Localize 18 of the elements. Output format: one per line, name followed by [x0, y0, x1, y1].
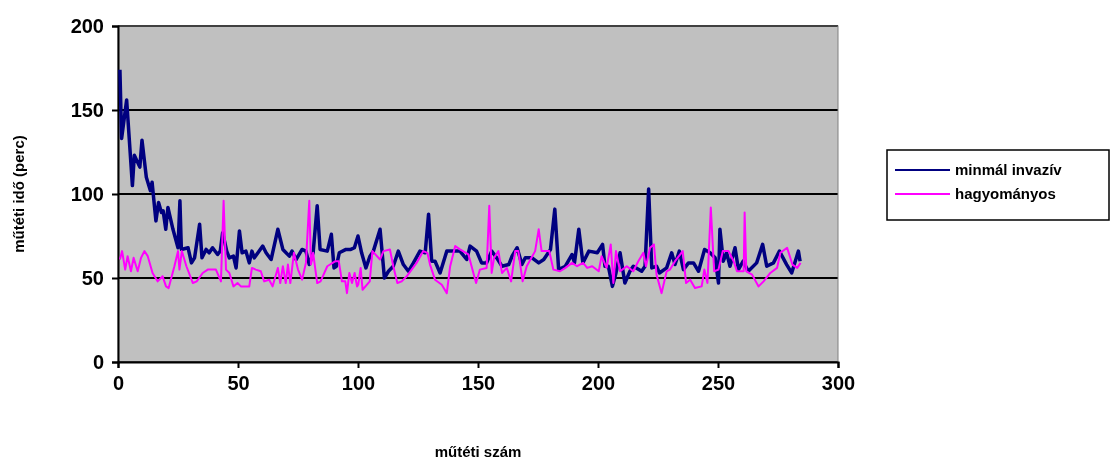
- y-axis-title: műtéti idő (perc): [10, 135, 27, 253]
- y-tick-label: 100: [70, 182, 104, 205]
- x-tick-label: 250: [701, 372, 736, 395]
- legend-label: hagyományos: [955, 185, 1056, 202]
- y-tick-label: 150: [70, 98, 104, 121]
- line-series: [118, 199, 802, 295]
- x-axis-title: műtéti szám: [434, 443, 522, 460]
- y-tick-label: 200: [70, 14, 104, 37]
- y-tick-label: 50: [81, 266, 104, 289]
- x-tick-label: 150: [461, 372, 496, 395]
- x-tick-label: 200: [581, 372, 616, 395]
- x-tick-label: 100: [341, 372, 376, 395]
- line-series: [118, 67, 802, 289]
- y-tick-label: 0: [92, 350, 104, 373]
- x-tick-label: 50: [227, 372, 250, 395]
- legend-label: minmál invazív: [955, 161, 1063, 178]
- x-tick-label: 0: [112, 372, 125, 395]
- x-tick-label: 300: [821, 372, 856, 395]
